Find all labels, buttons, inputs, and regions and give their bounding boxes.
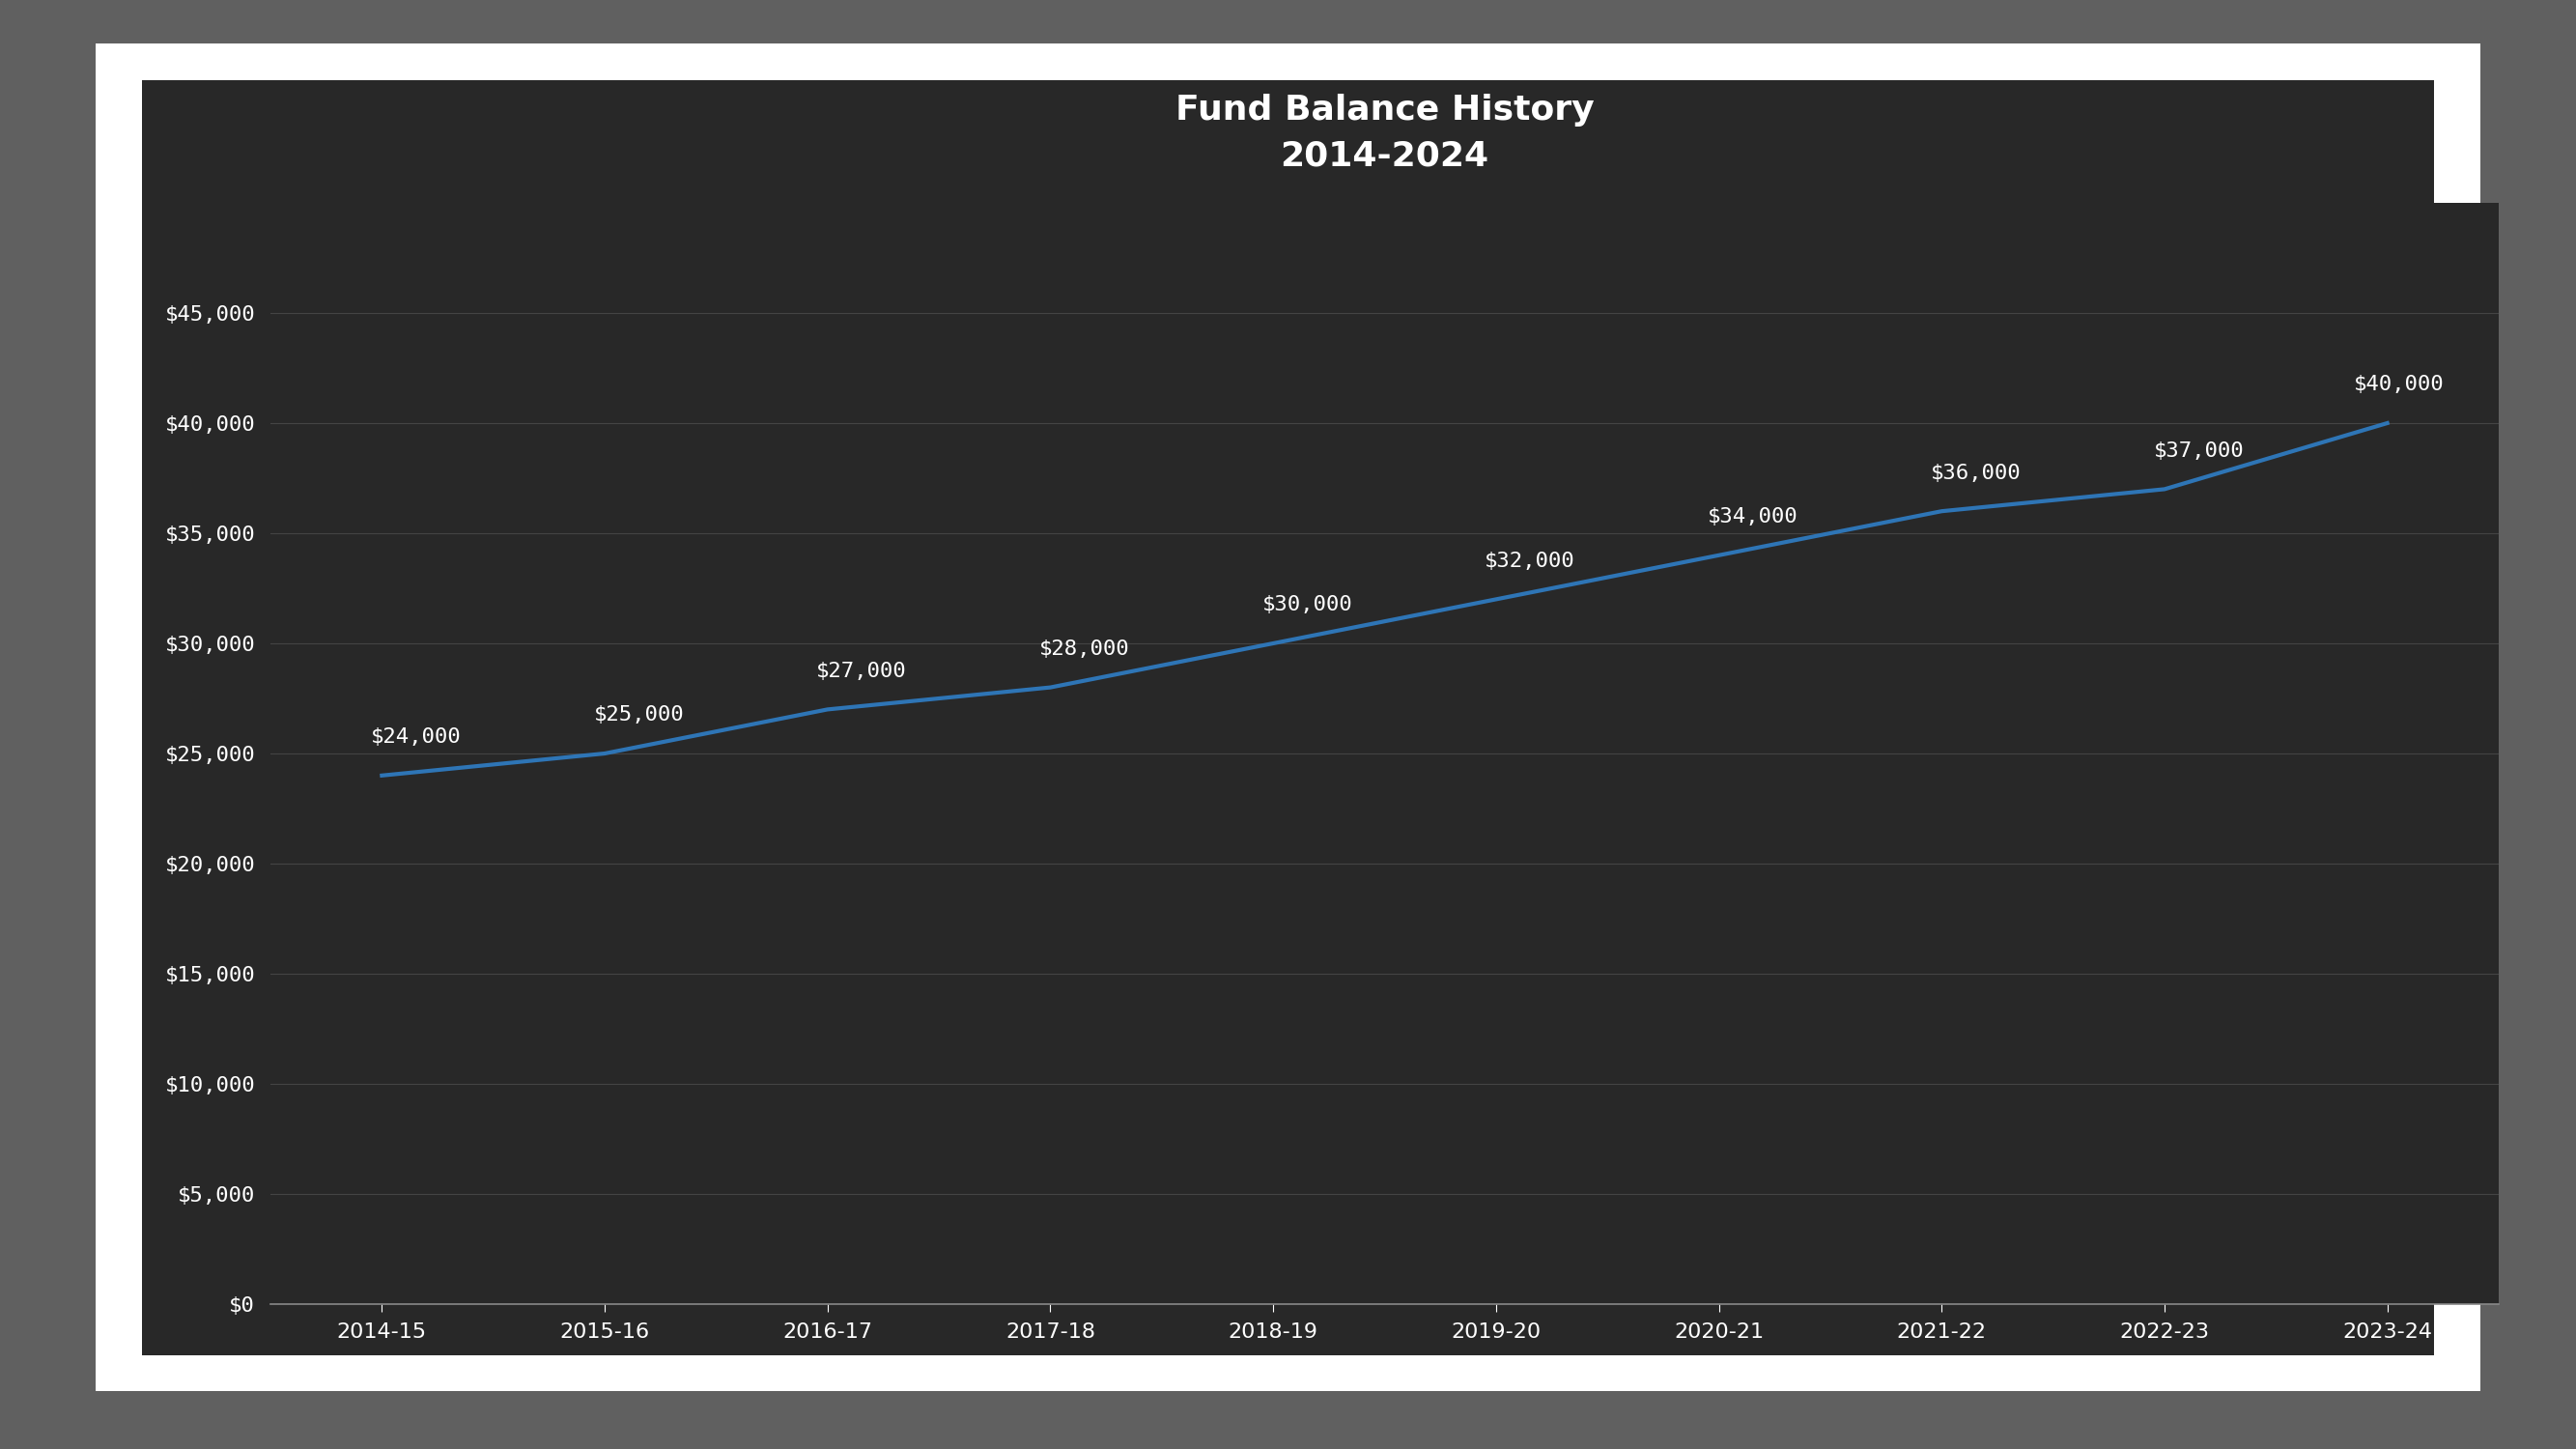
Text: $27,000: $27,000 (817, 662, 907, 681)
Text: $37,000: $37,000 (2154, 442, 2244, 461)
Text: $32,000: $32,000 (1484, 552, 1577, 571)
Text: $24,000: $24,000 (371, 727, 461, 746)
Text: $40,000: $40,000 (2354, 375, 2445, 394)
Text: $30,000: $30,000 (1262, 596, 1352, 614)
Text: $34,000: $34,000 (1708, 507, 1798, 526)
Text: $28,000: $28,000 (1038, 639, 1131, 659)
Title: Fund Balance History
2014-2024: Fund Balance History 2014-2024 (1175, 93, 1595, 172)
Text: $25,000: $25,000 (592, 706, 685, 724)
Text: $36,000: $36,000 (1929, 464, 2022, 483)
